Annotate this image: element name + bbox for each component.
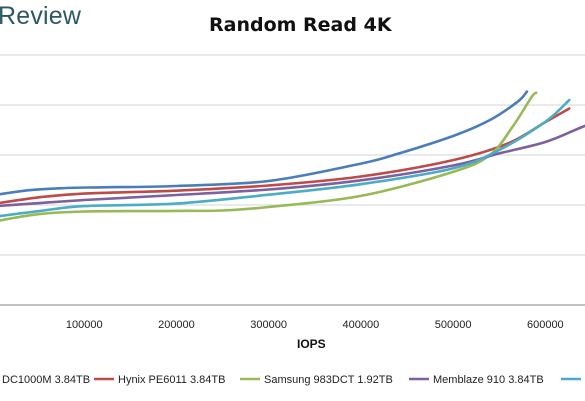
x-axis-label: IOPS <box>297 337 326 351</box>
x-tick-label: 200000 <box>158 319 195 331</box>
series-lines <box>0 90 585 222</box>
gridlines <box>0 54 585 306</box>
series-line-5 <box>0 98 571 218</box>
x-tick-label: 500000 <box>435 319 472 331</box>
brand-wordmark: Review <box>0 2 82 30</box>
legend-entry: Hynix PE6011 3.84TB <box>94 374 225 386</box>
series-line-3 <box>0 91 538 222</box>
legend-label: Memblaze 910 3.84TB <box>433 374 544 386</box>
legend-label: Samsung 983DCT 1.92TB <box>264 374 393 386</box>
x-tick-label: 600000 <box>527 319 564 331</box>
x-tick-label: 100000 <box>66 319 103 331</box>
legend-entry: Samsung 983DCT 1.92TB <box>240 374 393 386</box>
series-line-1 <box>0 90 529 196</box>
series-line-4 <box>0 124 585 208</box>
legend-entry: DC1000M 3.84TB <box>2 374 90 386</box>
x-tick-label: 400000 <box>343 319 380 331</box>
legend-label: DC1000M 3.84TB <box>2 374 90 386</box>
x-tick-label: 300000 <box>250 319 287 331</box>
chart-title: Random Read 4K <box>209 14 392 36</box>
x-axis-ticks: 1000002000003000004000005000006000007000… <box>66 319 564 331</box>
legend-label: Hynix PE6011 3.84TB <box>118 374 225 386</box>
legend-entry: Memblaze 910 3.84TB <box>409 374 544 386</box>
legend: DC1000M 3.84TB Hynix PE6011 3.84TB Samsung… <box>2 374 581 386</box>
